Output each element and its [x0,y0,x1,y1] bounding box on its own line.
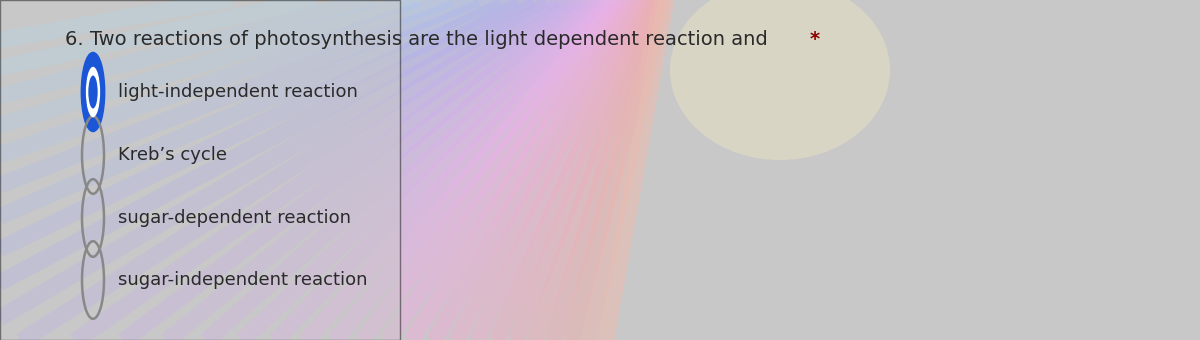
FancyBboxPatch shape [0,0,400,340]
Ellipse shape [82,53,104,131]
Text: light-independent reaction: light-independent reaction [118,83,358,101]
Text: *: * [810,30,820,49]
Text: 6. Two reactions of photosynthesis are the light dependent reaction and: 6. Two reactions of photosynthesis are t… [65,30,774,49]
Ellipse shape [86,67,100,117]
Text: sugar-independent reaction: sugar-independent reaction [118,271,367,289]
Text: Kreb’s cycle: Kreb’s cycle [118,146,227,164]
Ellipse shape [670,0,890,160]
Text: sugar-dependent reaction: sugar-dependent reaction [118,209,352,227]
Ellipse shape [89,75,97,108]
